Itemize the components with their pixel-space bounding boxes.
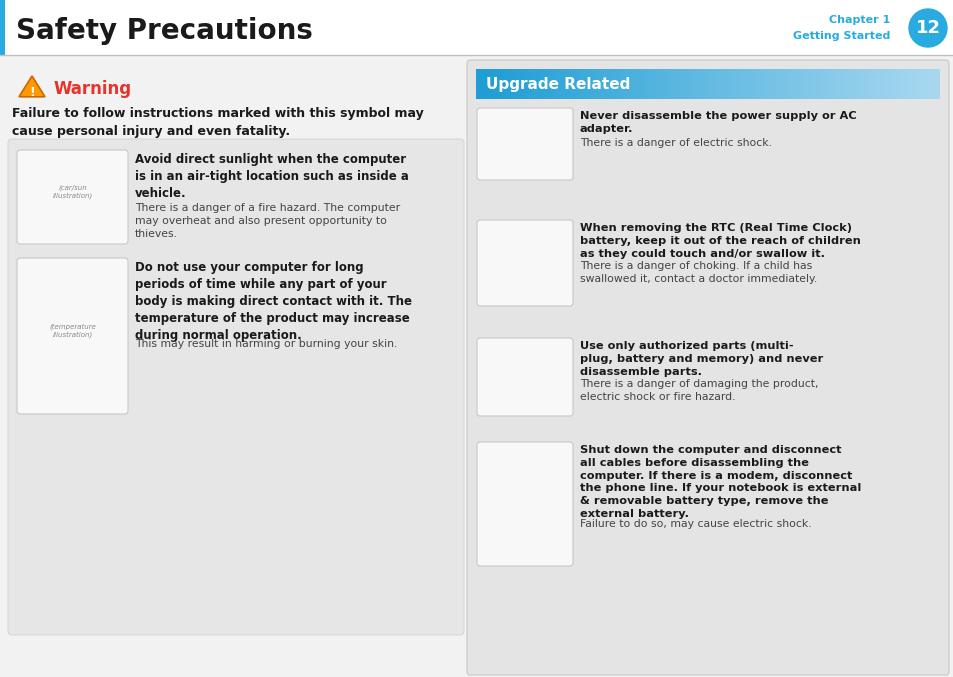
Text: Failure to do so, may cause electric shock.: Failure to do so, may cause electric sho… [579, 519, 811, 529]
Text: (temperature
illustration): (temperature illustration) [49, 324, 96, 338]
Text: When removing the RTC (Real Time Clock)
battery, keep it out of the reach of chi: When removing the RTC (Real Time Clock) … [579, 223, 860, 259]
Circle shape [908, 9, 946, 47]
Text: Do not use your computer for long
periods of time while any part of your
body is: Do not use your computer for long period… [135, 261, 412, 342]
Text: Use only authorized parts (multi-
plug, battery and memory) and never
disassembl: Use only authorized parts (multi- plug, … [579, 341, 822, 376]
Text: Warning: Warning [54, 80, 132, 98]
Text: 12: 12 [915, 19, 940, 37]
Text: This may result in harming or burning your skin.: This may result in harming or burning yo… [135, 339, 397, 349]
FancyBboxPatch shape [5, 63, 461, 672]
Text: Avoid direct sunlight when the computer
is in an air-tight location such as insi: Avoid direct sunlight when the computer … [135, 153, 409, 200]
Text: Getting Started: Getting Started [792, 31, 889, 41]
FancyBboxPatch shape [0, 0, 953, 55]
Text: Safety Precautions: Safety Precautions [16, 17, 313, 45]
Text: Shut down the computer and disconnect
all cables before disassembling the
comput: Shut down the computer and disconnect al… [579, 445, 861, 519]
Text: !: ! [30, 85, 35, 98]
Text: (car/sun
illustration): (car/sun illustration) [52, 185, 92, 199]
Text: There is a danger of electric shock.: There is a danger of electric shock. [579, 137, 771, 148]
FancyBboxPatch shape [476, 220, 573, 306]
Text: There is a danger of damaging the product,
electric shock or fire hazard.: There is a danger of damaging the produc… [579, 379, 818, 402]
FancyBboxPatch shape [0, 0, 5, 55]
Text: Failure to follow instructions marked with this symbol may
cause personal injury: Failure to follow instructions marked wi… [12, 107, 423, 138]
FancyBboxPatch shape [467, 60, 948, 675]
FancyBboxPatch shape [17, 150, 128, 244]
Text: There is a danger of a fire hazard. The computer
may overheat and also present o: There is a danger of a fire hazard. The … [135, 203, 399, 240]
FancyBboxPatch shape [476, 442, 573, 566]
FancyBboxPatch shape [8, 139, 463, 635]
Text: Chapter 1: Chapter 1 [828, 15, 889, 25]
FancyBboxPatch shape [476, 338, 573, 416]
FancyBboxPatch shape [476, 108, 573, 180]
Text: Never disassemble the power supply or AC
adapter.: Never disassemble the power supply or AC… [579, 111, 856, 134]
Text: There is a danger of choking. If a child has
swallowed it, contact a doctor imme: There is a danger of choking. If a child… [579, 261, 817, 284]
Polygon shape [19, 76, 45, 97]
Text: Upgrade Related: Upgrade Related [485, 77, 630, 91]
FancyBboxPatch shape [17, 258, 128, 414]
